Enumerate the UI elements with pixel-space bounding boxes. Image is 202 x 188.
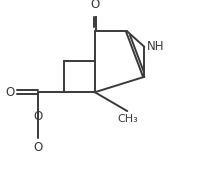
Text: CH₃: CH₃ bbox=[118, 114, 139, 124]
Text: O: O bbox=[33, 141, 42, 154]
Text: O: O bbox=[90, 0, 100, 11]
Text: NH: NH bbox=[147, 40, 165, 53]
Text: O: O bbox=[33, 110, 42, 123]
Text: O: O bbox=[6, 86, 15, 99]
